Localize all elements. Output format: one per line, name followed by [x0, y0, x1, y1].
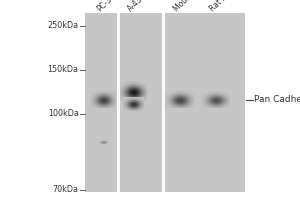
- Text: Rat brain: Rat brain: [208, 0, 240, 13]
- Text: PC-3: PC-3: [96, 0, 114, 13]
- Text: 100kDa: 100kDa: [48, 110, 79, 118]
- Text: 150kDa: 150kDa: [48, 66, 79, 74]
- Text: 250kDa: 250kDa: [47, 21, 79, 30]
- Text: 70kDa: 70kDa: [52, 186, 79, 194]
- Text: Pan Cadherin: Pan Cadherin: [254, 96, 300, 104]
- Text: A-431: A-431: [126, 0, 148, 13]
- Text: Mouse brain: Mouse brain: [172, 0, 212, 13]
